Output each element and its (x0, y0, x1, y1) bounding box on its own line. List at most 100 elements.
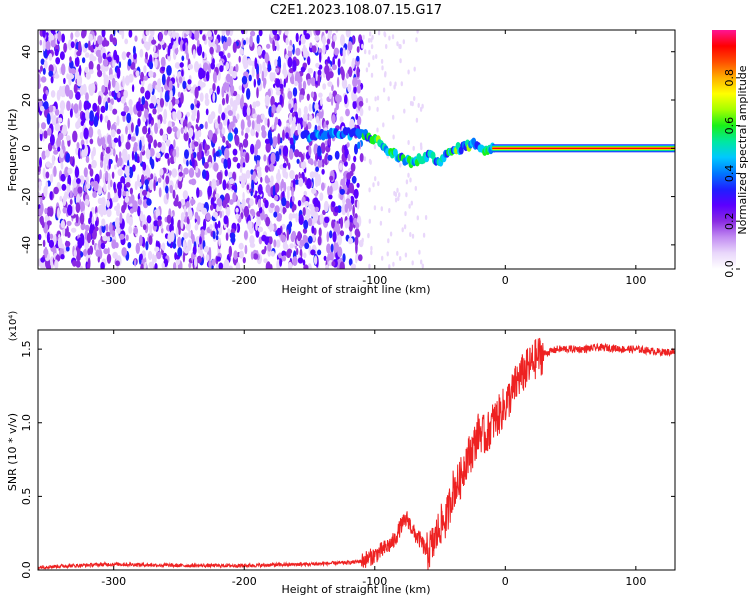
spectrogram-cell (207, 185, 213, 197)
spectrogram-cell (122, 75, 125, 88)
spectrogram-cell (142, 189, 148, 196)
spectrogram-cell (265, 184, 271, 194)
spectrogram-cell (110, 98, 114, 106)
spectrogram-cell (111, 171, 115, 179)
spectrogram-cell (187, 239, 192, 252)
spectrogram-cell (347, 153, 351, 162)
spectrogram-cell (79, 212, 85, 225)
spectrogram-cell (77, 186, 83, 194)
spectrogram-cell (282, 162, 287, 169)
spectrogram-cell (157, 141, 162, 148)
spectrogram-cell (260, 176, 263, 183)
spectrogram-cell (234, 134, 240, 146)
spectrogram-cell (394, 81, 397, 87)
spectrogram-cell (281, 223, 286, 230)
spectrogram-cell (176, 110, 182, 121)
spectrogram-cell (355, 222, 360, 230)
spectrogram-cell (308, 145, 312, 156)
spectrogram-cell (361, 43, 364, 49)
spectrogram-cell (100, 242, 106, 250)
spectrogram-cell (188, 167, 195, 178)
spectrogram-cell (314, 159, 317, 167)
spectrogram-cell (347, 83, 352, 93)
spectrogram-cell (178, 171, 183, 177)
spectrogram-cell (236, 113, 240, 120)
spectrogram-cell (84, 224, 90, 232)
spectrogram-cell (91, 215, 95, 225)
spectrogram-cell (124, 38, 129, 45)
spectrogram-cell (106, 253, 112, 264)
spectrogram-cell (380, 58, 384, 64)
spectrogram-cell (43, 60, 48, 69)
spectrogram-carrier-band (492, 147, 675, 150)
spectrogram-cell (107, 97, 111, 104)
colorbar-tick-label: 0.2 (723, 212, 736, 230)
spectrogram-cell (368, 218, 371, 224)
spectrogram-cell (59, 195, 63, 202)
spectrogram-cell (331, 201, 336, 208)
spectrogram-cell (42, 167, 46, 178)
spectrogram-cell (306, 178, 312, 189)
spectrogram-cell (174, 62, 181, 69)
spectrogram-cell (368, 37, 371, 43)
spectrogram-cell (303, 219, 309, 230)
spectrogram-cell (274, 205, 280, 214)
spectrogram-cell (207, 114, 214, 124)
spectrogram-cell (374, 176, 377, 182)
spectrogram-cell (46, 113, 51, 125)
spectrogram-cell (171, 168, 178, 178)
spectrogram-cell (128, 166, 134, 179)
spectrogram-cell (97, 35, 103, 45)
spectrogram-cell (279, 94, 283, 106)
spectrogram-cell (88, 60, 94, 71)
spectrogram-cell (325, 30, 329, 34)
spectrogram-cell (127, 153, 131, 161)
spectrogram-cell (318, 48, 323, 56)
spectrogram-cell (185, 30, 190, 36)
spectrogram-cell (142, 161, 147, 171)
spectrogram-cell (288, 112, 293, 125)
spectrogram-cell (78, 64, 82, 76)
spectrogram-cell (76, 74, 83, 87)
spectrogram-cell (210, 204, 214, 211)
spectrogram-cell (97, 255, 101, 263)
spectrogram-cell (83, 100, 89, 111)
spectrogram-cell (100, 113, 103, 123)
spectrogram-cell (88, 33, 93, 42)
spectrogram-cell (48, 70, 54, 77)
spectrogram-cell (69, 190, 73, 199)
spectrogram-cell (241, 94, 244, 106)
spectrogram-cell (60, 63, 66, 76)
spectrogram-cell (194, 86, 199, 99)
spectrogram-cell (252, 170, 256, 180)
spectrogram-cell (196, 187, 200, 199)
spectrogram-cell (114, 217, 120, 229)
spectrogram-cell (227, 171, 234, 178)
spectrogram-cell (40, 58, 45, 65)
spectrogram-cell (277, 118, 281, 126)
spectrogram-cell (273, 211, 278, 218)
snr-x-axis-label: Height of straight line (km) (281, 583, 430, 596)
snr-x-tick-label: -200 (232, 575, 257, 588)
spectrogram-cell (212, 83, 216, 92)
spectrogram-cell (221, 127, 226, 135)
spectrogram-cell (243, 39, 246, 46)
spectrogram-cell (339, 47, 343, 54)
spectrogram-cell (193, 141, 199, 147)
spectrogram-cell (117, 91, 121, 99)
spectrogram-cell (403, 108, 406, 114)
spectrogram-cell (409, 232, 412, 237)
spectrogram-cell (331, 42, 334, 48)
spectrogram-cell (287, 90, 293, 100)
spectrogram-cell (244, 132, 249, 140)
spectrogram-cell (339, 261, 345, 269)
spectrogram-cell (75, 260, 81, 268)
spectrogram-cell (202, 62, 209, 72)
spectrogram-cell (174, 183, 178, 191)
spectrogram-cell (289, 137, 294, 145)
spectrogram-cell (160, 227, 164, 234)
spectrogram-cell (158, 187, 162, 198)
spectrogram-cell (298, 214, 304, 226)
colorbar-gradient (712, 30, 736, 269)
spectrogram-cell (259, 63, 262, 74)
